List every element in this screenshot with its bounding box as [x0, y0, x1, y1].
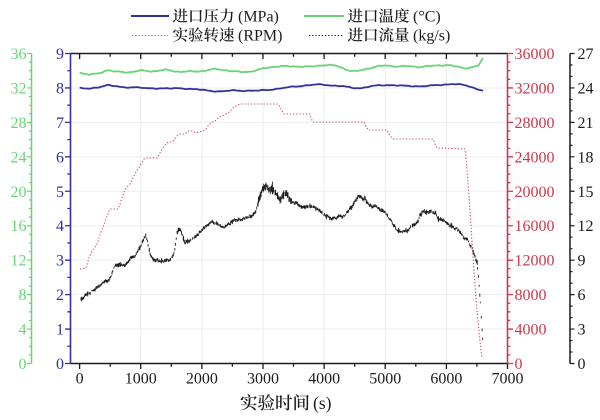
svg-text:0: 0 — [515, 356, 523, 373]
svg-text:4000: 4000 — [308, 371, 340, 388]
svg-text:32000: 32000 — [515, 80, 555, 97]
svg-text:0: 0 — [578, 356, 586, 373]
svg-text:8: 8 — [56, 80, 64, 97]
svg-text:8000: 8000 — [515, 287, 547, 304]
svg-text:20000: 20000 — [515, 184, 555, 201]
svg-text:16: 16 — [11, 218, 27, 235]
svg-text:15: 15 — [578, 184, 594, 201]
svg-text:4000: 4000 — [515, 322, 547, 339]
svg-text:3000: 3000 — [247, 371, 279, 388]
svg-text:4: 4 — [19, 322, 27, 339]
svg-text:4: 4 — [56, 218, 64, 235]
svg-text:5: 5 — [56, 184, 64, 201]
svg-text:9: 9 — [578, 253, 586, 270]
svg-text:(s): (s) — [313, 393, 332, 413]
svg-text:28: 28 — [11, 115, 27, 132]
svg-text:12: 12 — [578, 218, 594, 235]
svg-text:6: 6 — [578, 287, 586, 304]
svg-text:3: 3 — [578, 322, 586, 339]
svg-text:2: 2 — [56, 287, 64, 304]
svg-text:24: 24 — [578, 80, 594, 97]
svg-text:(RPM): (RPM) — [238, 28, 282, 45]
svg-text:6: 6 — [56, 149, 64, 166]
svg-text:1: 1 — [56, 322, 64, 339]
svg-text:28000: 28000 — [515, 115, 555, 132]
svg-text:27: 27 — [578, 46, 594, 63]
svg-text:36: 36 — [11, 46, 27, 63]
svg-text:5000: 5000 — [369, 371, 401, 388]
svg-text:18: 18 — [578, 149, 594, 166]
svg-text:6000: 6000 — [430, 371, 462, 388]
svg-text:20: 20 — [11, 184, 27, 201]
svg-text:1000: 1000 — [125, 371, 157, 388]
svg-text:0: 0 — [76, 371, 84, 388]
svg-text:(MPa): (MPa) — [238, 9, 279, 26]
svg-text:2000: 2000 — [186, 371, 218, 388]
svg-text:0: 0 — [19, 356, 27, 373]
svg-text:7: 7 — [56, 115, 64, 132]
svg-text:36000: 36000 — [515, 46, 555, 63]
svg-text:24: 24 — [11, 149, 27, 166]
svg-text:12: 12 — [11, 253, 27, 270]
svg-text:9: 9 — [56, 46, 64, 63]
svg-text:7000: 7000 — [492, 371, 524, 388]
svg-text:16000: 16000 — [515, 218, 555, 235]
svg-text:12000: 12000 — [515, 253, 555, 270]
svg-text:21: 21 — [578, 115, 594, 132]
svg-text:3: 3 — [56, 253, 64, 270]
svg-text:32: 32 — [11, 80, 27, 97]
svg-text:0: 0 — [56, 356, 64, 373]
svg-text:24000: 24000 — [515, 149, 555, 166]
svg-text:8: 8 — [19, 287, 27, 304]
svg-text:(kg/s): (kg/s) — [413, 28, 450, 45]
svg-text:(°C): (°C) — [413, 9, 441, 26]
